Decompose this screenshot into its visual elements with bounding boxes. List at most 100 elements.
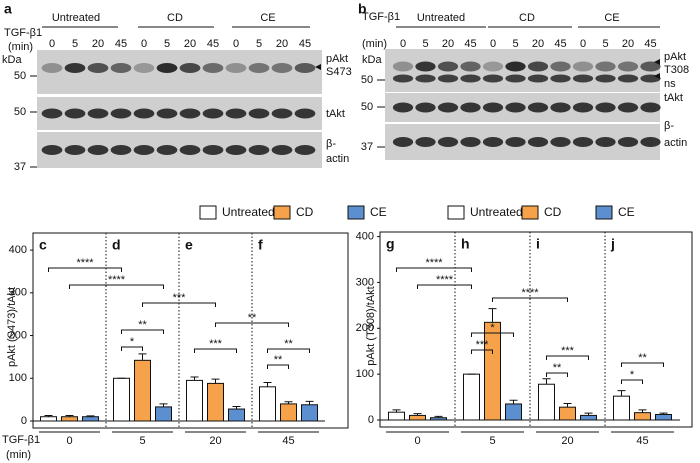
blot-band bbox=[550, 74, 571, 83]
significance-label: ** bbox=[138, 319, 147, 331]
blot-band bbox=[595, 137, 616, 147]
significance-label: **** bbox=[108, 274, 126, 286]
bar bbox=[134, 359, 151, 422]
blot-band bbox=[415, 137, 436, 147]
time-label: 5 bbox=[602, 38, 608, 50]
blot-band bbox=[248, 108, 270, 119]
bar bbox=[613, 395, 630, 421]
kda-marker: 50 bbox=[14, 106, 26, 118]
legend-label: Untreated bbox=[222, 205, 275, 219]
blot-band bbox=[572, 74, 594, 83]
blot-band bbox=[392, 137, 414, 147]
blot-band bbox=[179, 108, 201, 119]
blot-band bbox=[202, 145, 224, 155]
significance-label: **** bbox=[521, 287, 539, 299]
blot-band bbox=[248, 63, 270, 73]
error-bar bbox=[659, 412, 668, 415]
blot-band bbox=[225, 108, 247, 119]
blot-band bbox=[156, 108, 178, 119]
blot-band bbox=[437, 137, 459, 147]
blot-band bbox=[392, 102, 414, 113]
blot-band bbox=[87, 145, 109, 155]
time-label: 5 bbox=[422, 38, 428, 50]
significance-label: ** bbox=[248, 312, 257, 324]
legend-swatch bbox=[447, 205, 465, 220]
time-label: 20 bbox=[622, 38, 634, 50]
significance-bracket bbox=[121, 346, 143, 351]
time-label: 20 bbox=[532, 38, 544, 50]
blot-band bbox=[640, 102, 661, 113]
blot-band bbox=[617, 74, 639, 83]
significance-bracket bbox=[121, 329, 164, 334]
y-tick-label: 0 bbox=[368, 414, 374, 426]
bar bbox=[82, 416, 99, 422]
legend-swatch bbox=[199, 205, 217, 220]
significance-bracket bbox=[471, 332, 514, 337]
blot-band bbox=[133, 63, 155, 73]
bar bbox=[463, 373, 480, 421]
y-tick-label: 300 bbox=[9, 287, 27, 299]
blot-band bbox=[202, 108, 224, 119]
blot-band bbox=[460, 137, 481, 147]
bar bbox=[40, 416, 57, 422]
bar bbox=[155, 406, 172, 422]
group-label: CD bbox=[519, 12, 535, 24]
row-label: actin bbox=[664, 137, 687, 149]
blot-band bbox=[87, 63, 109, 73]
significance-label: **** bbox=[436, 274, 454, 286]
bar bbox=[655, 413, 672, 421]
group-label: CD bbox=[167, 12, 183, 24]
bar bbox=[505, 403, 522, 421]
significance-bracket bbox=[267, 348, 310, 353]
blot-band bbox=[110, 63, 132, 73]
x-axis-unit: (min) bbox=[6, 449, 31, 461]
blot-band bbox=[64, 145, 86, 155]
significance-bracket bbox=[267, 364, 289, 369]
blot-band bbox=[41, 145, 63, 155]
blot-band bbox=[595, 61, 616, 72]
blot-band bbox=[505, 61, 526, 72]
blot-band bbox=[595, 102, 616, 113]
blot-band bbox=[550, 137, 571, 147]
blot-band bbox=[505, 74, 526, 83]
significance-bracket bbox=[396, 267, 472, 272]
time-label: 45 bbox=[554, 38, 566, 50]
bar bbox=[259, 386, 276, 422]
blot-band bbox=[527, 61, 549, 72]
time-label: 45 bbox=[115, 38, 127, 50]
time-label: 5 bbox=[256, 38, 262, 50]
blot-band bbox=[64, 108, 86, 119]
bar bbox=[634, 412, 651, 421]
error-bar bbox=[190, 376, 199, 381]
blot-band bbox=[415, 61, 436, 72]
kda-marker: 50 bbox=[361, 101, 373, 113]
significance-label: ** bbox=[553, 362, 562, 374]
row-label: pAkt bbox=[664, 51, 686, 63]
blot-band bbox=[271, 108, 293, 119]
x-axis-label: TGF-β1 bbox=[2, 434, 40, 446]
y-tick-label: 400 bbox=[356, 230, 374, 242]
blot-band bbox=[415, 102, 436, 113]
panel-letter: h bbox=[461, 236, 470, 252]
group-label: Untreated bbox=[417, 12, 465, 24]
panel-letter: f bbox=[258, 237, 263, 253]
panel-letter: i bbox=[536, 236, 540, 252]
blot-band bbox=[460, 74, 481, 83]
y-tick-label: 200 bbox=[356, 322, 374, 334]
bar bbox=[559, 406, 576, 421]
significance-label: *** bbox=[209, 338, 223, 350]
blot-band bbox=[179, 145, 201, 155]
significance-bracket bbox=[48, 267, 122, 272]
significance-label: ** bbox=[274, 354, 283, 366]
legend-label: CD bbox=[544, 205, 562, 219]
x-tick-label: 5 bbox=[489, 435, 495, 447]
time-label: 0 bbox=[49, 38, 55, 50]
row-label: actin bbox=[326, 153, 349, 165]
bar bbox=[280, 403, 297, 422]
kda-marker: 37 bbox=[14, 161, 26, 173]
significance-bracket bbox=[417, 284, 472, 289]
blot-band bbox=[482, 74, 504, 83]
blot-band bbox=[460, 102, 481, 113]
time-label: 45 bbox=[644, 38, 656, 50]
